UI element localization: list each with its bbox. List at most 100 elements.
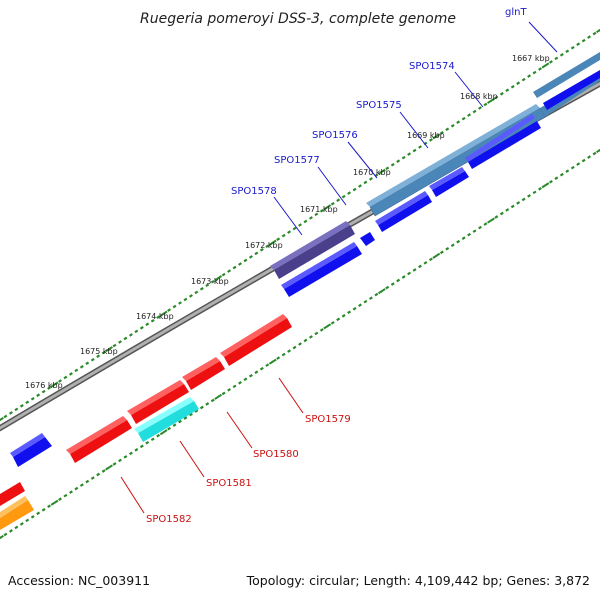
tick-mark <box>254 251 259 256</box>
tick-mark <box>330 321 335 325</box>
tick-mark <box>243 258 248 263</box>
gene-arrow-red[interactable] <box>66 416 132 463</box>
tick-mark <box>510 84 515 89</box>
gene-arrow-blue[interactable] <box>543 70 600 110</box>
tick-mark <box>596 28 600 34</box>
gene-arrow-red[interactable] <box>182 357 225 390</box>
tick-mark <box>314 212 319 217</box>
forward-strand-genes <box>10 52 600 467</box>
tick-mark <box>249 373 253 378</box>
gene-arrow-blue[interactable] <box>429 167 469 197</box>
tick-mark <box>0 416 4 422</box>
tick-mark <box>259 247 264 252</box>
tick-mark <box>243 377 248 382</box>
gene-arrow-blue[interactable] <box>10 433 52 467</box>
tick-mark <box>570 165 575 170</box>
gene-arrow-purple[interactable] <box>270 221 355 279</box>
tick-mark <box>25 518 30 523</box>
tick-mark <box>418 264 422 269</box>
tick-mark <box>347 310 351 315</box>
gene-arrow-blue[interactable] <box>360 232 375 246</box>
gene-label-SPO1575[interactable]: SPO1575 <box>356 100 402 111</box>
tick-mark <box>85 361 90 366</box>
gene-label-glnT[interactable]: glnT <box>505 7 527 18</box>
gene-label-SPO1578[interactable]: SPO1578 <box>231 186 277 197</box>
tick-mark <box>63 375 68 380</box>
tick-mark <box>461 236 466 241</box>
tick-mark <box>3 414 8 419</box>
tick-mark <box>248 255 253 259</box>
tick-mark <box>36 511 41 516</box>
outer-tick-ring <box>0 28 600 422</box>
tick-mark <box>494 95 499 100</box>
genome-summary: Topology: circular; Length: 4,109,442 bp… <box>246 573 590 588</box>
tick-mark <box>505 208 510 212</box>
tick-mark <box>14 407 19 412</box>
tick-mark <box>505 88 510 93</box>
gene-label-SPO1581[interactable]: SPO1581 <box>206 478 252 489</box>
tick-mark <box>336 198 341 203</box>
tick-mark <box>105 346 113 353</box>
tick-mark <box>159 310 168 317</box>
tick-mark <box>570 45 575 50</box>
tick-mark <box>183 297 188 302</box>
accession-label: Accession: NC_003911 <box>8 573 151 588</box>
tick-mark <box>423 261 428 265</box>
tick-mark <box>401 155 406 160</box>
gene-label-SPO1579[interactable]: SPO1579 <box>305 414 351 425</box>
gene-label-SPO1576[interactable]: SPO1576 <box>312 130 358 141</box>
tick-label: 1675 kbp <box>80 347 118 356</box>
tick-mark <box>205 283 210 288</box>
gene-label-SPO1582[interactable]: SPO1582 <box>146 514 192 525</box>
map-title: Ruegeria pomeroyi DSS-3, complete genome <box>140 11 456 27</box>
tick-mark <box>50 381 59 388</box>
tick-mark <box>439 130 444 135</box>
tick-mark <box>68 372 73 376</box>
tick-mark <box>516 81 521 86</box>
reverse-gene-labels: SPO1579 SPO1580 SPO1581 SPO1582 <box>120 377 351 525</box>
tick-mark <box>63 493 68 498</box>
tick-mark <box>445 246 450 251</box>
tick-mark <box>554 56 559 61</box>
tick-mark <box>487 217 495 224</box>
tick-label: 1673 kbp <box>191 277 229 286</box>
tick-mark <box>407 152 412 156</box>
tick-mark <box>363 299 368 304</box>
gene-arrow-orange[interactable] <box>0 496 34 530</box>
tick-mark <box>432 133 441 140</box>
gene-label-SPO1574[interactable]: SPO1574 <box>409 61 455 72</box>
gene-arrow-red[interactable] <box>220 314 292 366</box>
tick-mark <box>319 328 324 332</box>
reverse-strand-genes <box>0 314 292 530</box>
gene-arrow-blue[interactable] <box>281 242 362 297</box>
tick-mark <box>358 184 362 188</box>
gene-arrow-cyan[interactable] <box>134 397 199 442</box>
tick-mark <box>139 444 144 449</box>
gene-label-SPO1580[interactable]: SPO1580 <box>253 449 299 460</box>
tick-mark <box>19 403 24 408</box>
tick-mark <box>581 38 586 43</box>
gene-arrow-red[interactable] <box>127 380 189 424</box>
gene-arrow-red[interactable] <box>0 482 25 506</box>
tick-mark <box>396 159 401 164</box>
tick-mark <box>565 169 570 173</box>
tick-mark <box>472 229 477 233</box>
tick-label: 1672 kbp <box>245 241 283 250</box>
tick-mark <box>79 483 84 487</box>
tick-mark <box>74 486 79 491</box>
tick-mark <box>510 204 515 209</box>
tick-mark <box>150 318 155 323</box>
tick-mark <box>105 464 113 471</box>
tick-mark <box>499 211 504 216</box>
gene-arrow-steelblue[interactable] <box>366 52 600 217</box>
gene-arrow-blue[interactable] <box>375 191 432 232</box>
tick-mark <box>363 180 368 185</box>
tick-mark <box>3 532 8 537</box>
tick-mark <box>79 364 84 369</box>
tick-mark <box>112 462 117 466</box>
tick-mark <box>232 384 237 389</box>
tick-mark <box>156 315 161 320</box>
gene-label-SPO1577[interactable]: SPO1577 <box>274 155 320 166</box>
inner-tick-ring <box>0 148 600 540</box>
gene-arrow-blue[interactable] <box>465 114 541 169</box>
